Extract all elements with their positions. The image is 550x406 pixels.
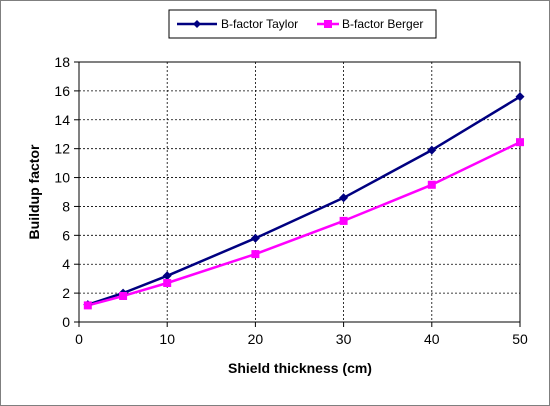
legend-entry-berger: B-factor Berger [317, 17, 423, 31]
x-tick-label: 30 [336, 331, 352, 347]
data-point-berger [427, 180, 436, 189]
data-point-taylor [427, 145, 437, 155]
x-tick-label: 0 [75, 331, 83, 347]
y-tick-label: 0 [62, 314, 70, 330]
data-point-taylor [339, 193, 349, 203]
legend-entry-taylor: B-factor Taylor [177, 17, 298, 31]
y-tick-label: 18 [54, 54, 70, 70]
y-tick-label: 16 [54, 83, 70, 99]
y-tick-label: 6 [62, 227, 70, 243]
data-point-berger [83, 301, 92, 310]
axes [74, 61, 521, 327]
y-axis-title: Buildup factor [26, 144, 42, 239]
y-tick-label: 12 [54, 141, 70, 157]
series-group [83, 92, 525, 310]
data-point-taylor [515, 92, 525, 102]
y-tick-label: 14 [54, 112, 70, 128]
x-tick-label: 40 [424, 331, 440, 347]
data-point-berger [163, 279, 172, 287]
data-point-taylor [162, 271, 172, 281]
data-point-berger [119, 292, 128, 300]
x-tick-label: 10 [159, 331, 175, 347]
data-point-berger [339, 216, 348, 225]
data-point-taylor [250, 233, 260, 243]
y-tick-label: 10 [54, 170, 70, 186]
plot-area [78, 61, 521, 323]
legend-label-taylor: B-factor Taylor [221, 17, 298, 31]
legend-marker-taylor [193, 20, 201, 28]
series-line-taylor [87, 95, 521, 306]
x-tick-label: 20 [248, 331, 264, 347]
legend-label-berger: B-factor Berger [342, 17, 423, 31]
gridlines [79, 62, 520, 322]
data-point-berger [516, 138, 524, 147]
y-tick-label: 8 [62, 198, 70, 214]
x-tick-label: 50 [512, 331, 528, 347]
data-point-berger [251, 250, 260, 259]
y-tick-label: 2 [62, 285, 70, 301]
x-axis-title: Shield thickness (cm) [228, 360, 372, 376]
legend-marker-berger [324, 20, 332, 28]
legend: B-factor Taylor B-factor Berger [168, 9, 437, 39]
y-tick-label: 4 [62, 256, 70, 272]
tick-labels: 0 2 4 6 8 10 12 14 16 18 0 10 20 30 40 50 [54, 54, 528, 347]
